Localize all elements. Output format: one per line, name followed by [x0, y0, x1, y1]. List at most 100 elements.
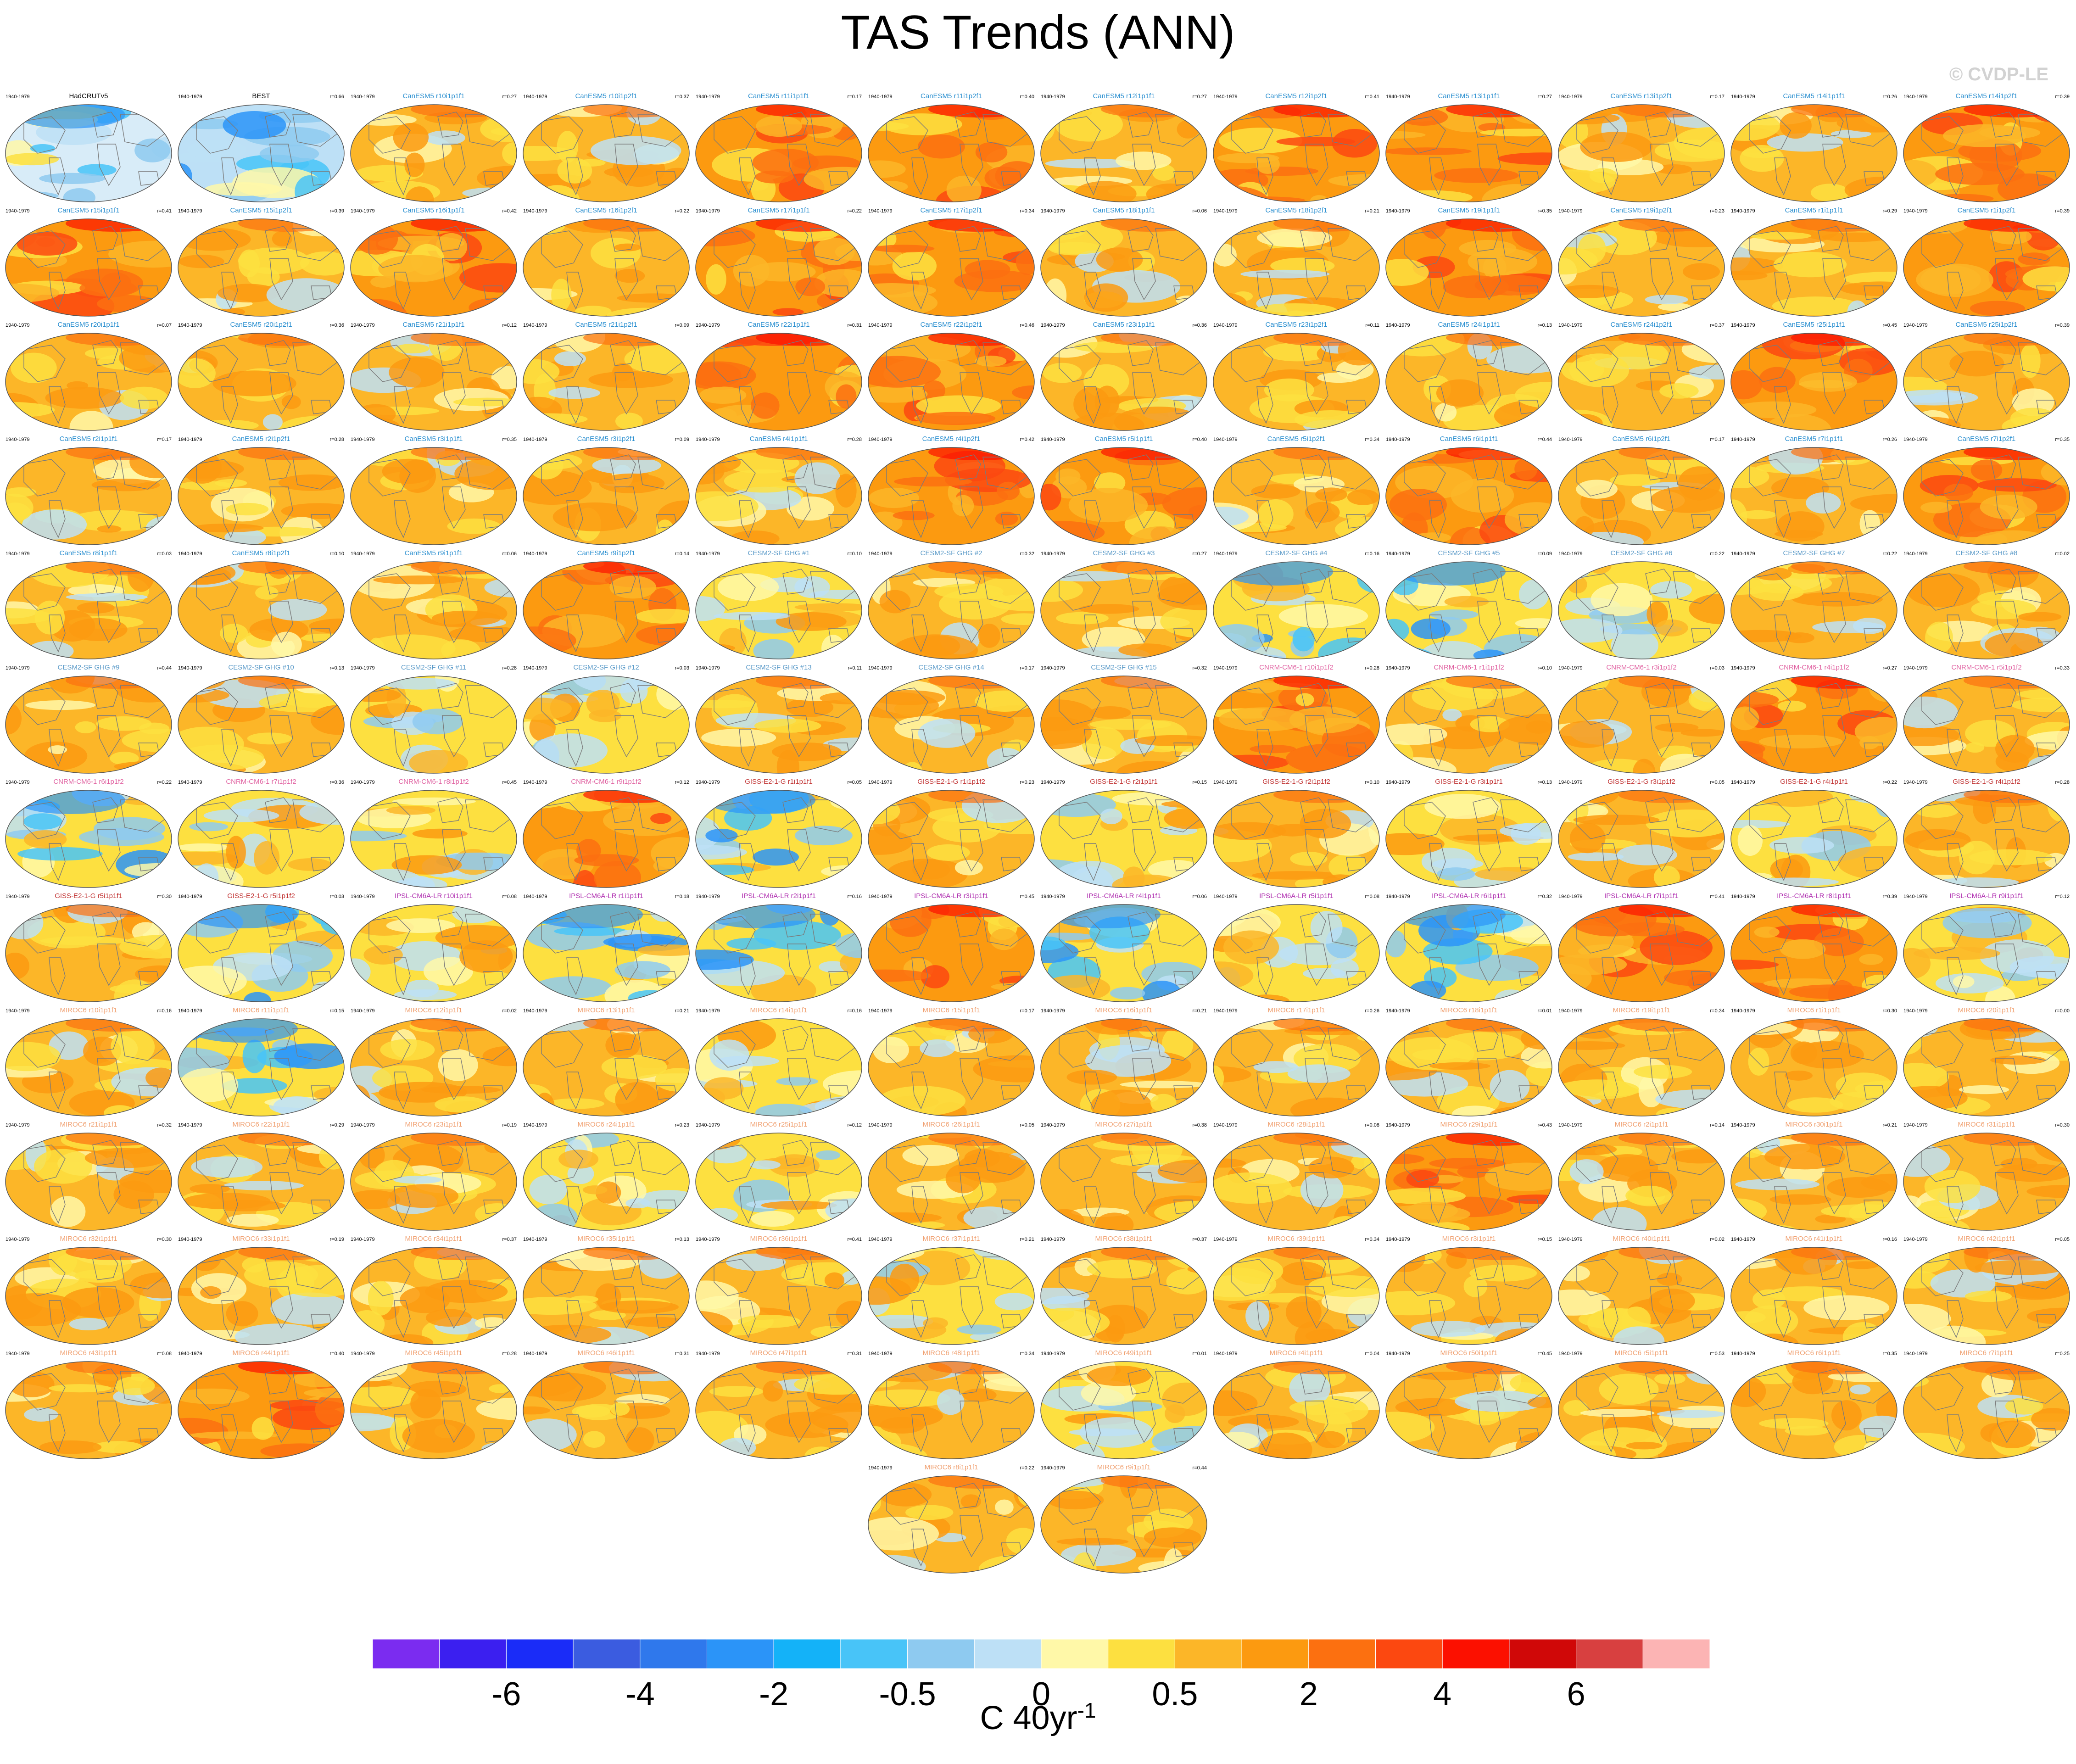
panel-title: MIROC6 r49i1p1f1	[1095, 1349, 1152, 1357]
panel-outline	[350, 904, 517, 1002]
panel-80: 1940-1979 GISS-E2-1-G r2i1p1f2 r=0.10	[1213, 778, 1380, 888]
panel-correlation: r=0.40	[330, 1351, 345, 1356]
panel-correlation: r=0.26	[1365, 1008, 1380, 1014]
panel-period: 1940-1979	[6, 665, 30, 671]
panel-correlation: r=0.27	[1193, 551, 1207, 557]
panel-title: MIROC6 r8i1p1f1	[925, 1463, 978, 1471]
panel-period: 1940-1979	[1558, 665, 1583, 671]
colorbar-box-3	[573, 1639, 641, 1669]
panel-correlation: r=0.23	[1710, 208, 1725, 214]
panel-period: 1940-1979	[6, 780, 30, 785]
panel-outline	[1213, 1133, 1380, 1231]
panel-period: 1940-1979	[1213, 1351, 1238, 1356]
panel-grid: 1940-1979 HadCRUTv5 1940-1979 BEST r=0.66 194…	[5, 92, 2070, 1574]
panel-correlation: r=0.33	[2055, 665, 2070, 671]
panel-title: HadCRUTv5	[69, 92, 108, 100]
panel-outline	[5, 104, 172, 202]
panel-correlation: r=0.06	[502, 551, 517, 557]
panel-18: 1940-1979 CanESM5 r17i1p2f1 r=0.34	[868, 207, 1035, 317]
panel-41: 1940-1979 CanESM5 r4i1p1f1 r=0.28	[695, 435, 862, 545]
panel-period: 1940-1979	[1213, 780, 1238, 785]
panel-map	[523, 676, 689, 773]
panel-title: MIROC6 r16i1p1f1	[1095, 1006, 1152, 1014]
panel-period: 1940-1979	[1731, 894, 1755, 899]
colorbar-box-4	[640, 1639, 708, 1669]
panel-outline	[178, 1247, 345, 1345]
panel-period: 1940-1979	[1731, 780, 1755, 785]
panel-title: CanESM5 r24i1p1f1	[1438, 321, 1500, 329]
panel-period: 1940-1979	[523, 665, 547, 671]
panel-title: CanESM5 r15i1p2f1	[230, 207, 292, 214]
panel-outline	[1040, 1018, 1207, 1116]
panel-outline	[1903, 218, 2070, 317]
colorbar-box-12	[1174, 1639, 1242, 1669]
panel-period: 1940-1979	[523, 94, 547, 100]
panel-correlation: r=0.39	[2055, 323, 2070, 328]
panel-89: 1940-1979 IPSL-CM6A-LR r2i1p1f1 r=0.16	[695, 892, 862, 1002]
panel-correlation: r=0.23	[1020, 780, 1035, 785]
panel-period: 1940-1979	[1731, 1008, 1755, 1014]
panel-period: 1940-1979	[178, 780, 202, 785]
panel-outline	[1903, 790, 2070, 888]
panel-period: 1940-1979	[1731, 551, 1755, 557]
panel-map	[351, 219, 517, 316]
panel-period: 1940-1979	[1041, 323, 1065, 328]
panel-120: 1940-1979 MIROC6 r31i1p1f1 r=0.30	[1903, 1121, 2070, 1231]
panel-title: GISS-E2-1-G r3i1p1f1	[1435, 778, 1503, 786]
panel-title: CESM2-SF GHG #10	[228, 664, 294, 671]
panel-correlation: r=0.15	[1538, 1237, 1552, 1242]
panel-title: IPSL-CM6A-LR r5i1p1f1	[1259, 892, 1334, 900]
panel-outline	[868, 1475, 1035, 1574]
panel-outline	[1213, 218, 1380, 317]
panel-period: 1940-1979	[6, 94, 30, 100]
panel-title: CanESM5 r16i1p2f1	[575, 207, 637, 214]
panel-12: 1940-1979 CanESM5 r14i1p2f1 r=0.39	[1903, 92, 2070, 202]
panel-outline	[350, 447, 517, 545]
panel-90: 1940-1979 IPSL-CM6A-LR r3i1p1f1 r=0.45	[868, 892, 1035, 1002]
panel-correlation: r=0.44	[157, 665, 172, 671]
panel-period: 1940-1979	[6, 1008, 30, 1014]
panel-title: CanESM5 r6i1p2f1	[1613, 435, 1671, 443]
panel-outline	[1730, 1018, 1897, 1116]
colorbar-tick-label: -0.5	[879, 1676, 936, 1713]
panel-title: CanESM5 r20i1p2f1	[230, 321, 292, 329]
panel-outline	[1040, 333, 1207, 431]
panel-map	[1386, 219, 1552, 316]
panel-correlation: r=0.38	[1193, 1122, 1207, 1128]
panel-period: 1940-1979	[523, 437, 547, 442]
panel-title: MIROC6 r30i1p1f1	[1785, 1121, 1842, 1128]
panel-title: MIROC6 r33i1p1f1	[232, 1235, 290, 1243]
panel-correlation: r=0.13	[1538, 780, 1552, 785]
panel-period: 1940-1979	[868, 208, 893, 214]
panel-period: 1940-1979	[351, 1122, 375, 1128]
panel-correlation: r=0.11	[848, 665, 862, 671]
panel-outline	[1385, 561, 1552, 659]
panel-outline	[1213, 104, 1380, 202]
panel-period: 1940-1979	[696, 894, 720, 899]
panel-period: 1940-1979	[1903, 94, 1928, 100]
panel-title: CanESM5 r12i1p1f1	[1093, 92, 1155, 100]
panel-47: 1940-1979 CanESM5 r7i1p1f1 r=0.26	[1730, 435, 1897, 545]
panel-correlation: r=0.04	[1365, 1351, 1380, 1356]
panel-correlation: r=0.12	[848, 1122, 862, 1128]
panel-116: 1940-1979 MIROC6 r28i1p1f1 r=0.08	[1213, 1121, 1380, 1231]
panel-outline	[5, 1133, 172, 1231]
panel-correlation: r=0.46	[1020, 323, 1035, 328]
panel-outline	[1040, 561, 1207, 659]
panel-period: 1940-1979	[1213, 1122, 1238, 1128]
panel-correlation: r=0.02	[1710, 1237, 1725, 1242]
colorbar-tick-label: 0	[1032, 1676, 1050, 1713]
panel-correlation: r=0.09	[675, 437, 690, 442]
panel-title: MIROC6 r37i1p1f1	[922, 1235, 980, 1243]
panel-period: 1940-1979	[1213, 1237, 1238, 1242]
panel-70: 1940-1979 CNRM-CM6-1 r3i1p1f2 r=0.03	[1558, 664, 1725, 774]
panel-title: MIROC6 r22i1p1f1	[232, 1121, 290, 1128]
panel-period: 1940-1979	[1213, 94, 1238, 100]
panel-title: GISS-E2-1-G r5i1p1f1	[55, 892, 123, 900]
panel-title: CanESM5 r25i1p1f1	[1783, 321, 1845, 329]
panel-title: CanESM5 r13i1p1f1	[1438, 92, 1500, 100]
panel-outline	[1903, 1361, 2070, 1459]
panel-period: 1940-1979	[6, 551, 30, 557]
panel-period: 1940-1979	[351, 551, 375, 557]
panel-correlation: r=0.01	[1538, 1008, 1552, 1014]
